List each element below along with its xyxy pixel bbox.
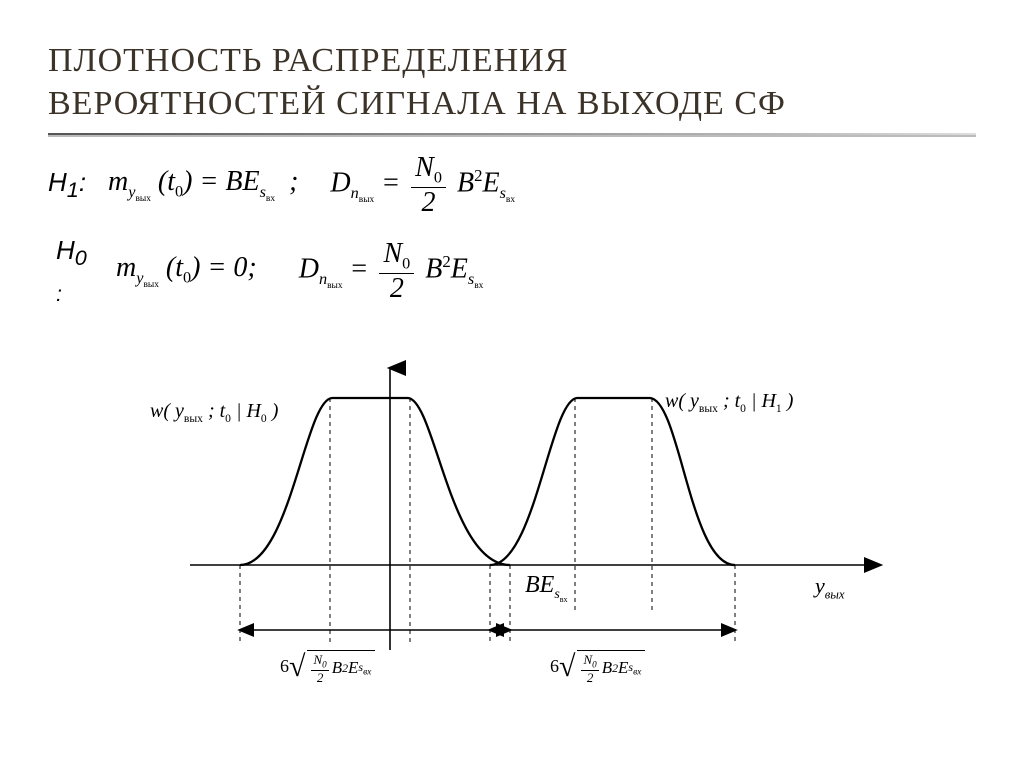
curve-label-h1: w( yвых ; t0 | H1 ) [665,390,793,415]
h1-label: H1: [48,167,90,203]
x-tick-label: BEsвх [525,572,568,604]
pdf-curve-h0 [240,398,510,565]
h0-mean-formula: myвых (t0) = 0; [116,252,257,290]
h1-mean-formula: myвых (t0) = BEsвх ; [108,166,298,204]
equation-row-h0: H0 : myвых (t0) = 0; Dnвых = N02 B2Esвх [48,235,976,307]
pdf-curve-h1 [490,398,735,565]
title-line-2: ВЕРОЯТНОСТЕЙ СИГНАЛА НА ВЫХОДЕ СФ [48,85,786,122]
width-formula-h1: 6√ N02 B2Esвх [550,650,645,684]
width-formula-h0: 6√ N02 B2Esвх [280,650,375,684]
title-underline [48,133,976,135]
title-line-1: ПЛОТНОСТЬ РАСПРЕДЕЛЕНИЯ [48,42,568,79]
h0-variance-formula: Dnвых = N02 B2Esвх [299,239,484,303]
curve-label-h0: w( yвых ; t0 | H0 ) [150,400,278,425]
pdf-chart: w( yвых ; t0 | H0 ) w( yвых ; t0 | H1 ) … [160,350,900,730]
page-title: ПЛОТНОСТЬ РАСПРЕДЕЛЕНИЯ ВЕРОЯТНОСТЕЙ СИГ… [48,40,976,125]
h1-variance-formula: Dnвых = N02 B2Esвх [316,153,515,217]
h0-label: H0 : [56,235,98,307]
equation-row-h1: H1: myвых (t0) = BEsвх ; Dnвых = N02 B2E… [48,153,976,217]
x-axis-label: yвых [815,573,845,602]
